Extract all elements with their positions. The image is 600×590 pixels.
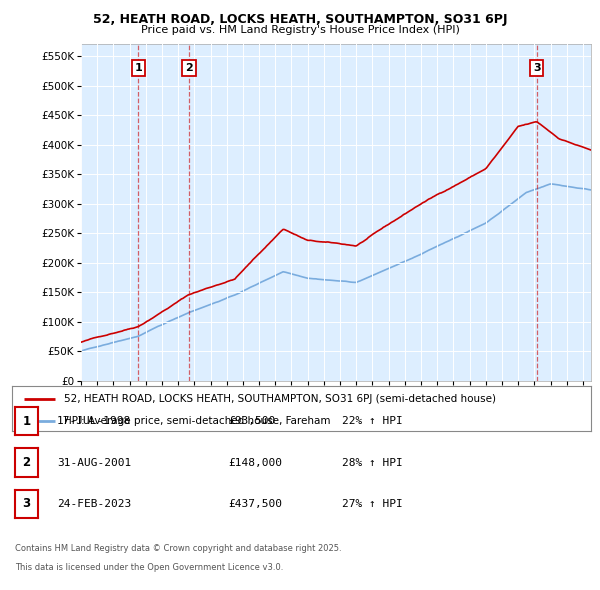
- Text: Contains HM Land Registry data © Crown copyright and database right 2025.: Contains HM Land Registry data © Crown c…: [15, 545, 341, 553]
- Text: 22% ↑ HPI: 22% ↑ HPI: [342, 417, 403, 426]
- Text: 2: 2: [185, 63, 193, 73]
- Text: 3: 3: [533, 63, 541, 73]
- Text: £437,500: £437,500: [228, 499, 282, 509]
- Text: 28% ↑ HPI: 28% ↑ HPI: [342, 458, 403, 467]
- Text: £93,500: £93,500: [228, 417, 275, 426]
- Text: 3: 3: [22, 497, 31, 510]
- Text: 1: 1: [22, 415, 31, 428]
- Text: 24-FEB-2023: 24-FEB-2023: [57, 499, 131, 509]
- Text: 2: 2: [22, 456, 31, 469]
- Text: HPI: Average price, semi-detached house, Fareham: HPI: Average price, semi-detached house,…: [64, 416, 331, 426]
- Text: 1: 1: [134, 63, 142, 73]
- Text: 52, HEATH ROAD, LOCKS HEATH, SOUTHAMPTON, SO31 6PJ: 52, HEATH ROAD, LOCKS HEATH, SOUTHAMPTON…: [93, 13, 507, 26]
- Text: 17-JUL-1998: 17-JUL-1998: [57, 417, 131, 426]
- Text: Price paid vs. HM Land Registry's House Price Index (HPI): Price paid vs. HM Land Registry's House …: [140, 25, 460, 35]
- Text: 52, HEATH ROAD, LOCKS HEATH, SOUTHAMPTON, SO31 6PJ (semi-detached house): 52, HEATH ROAD, LOCKS HEATH, SOUTHAMPTON…: [64, 394, 496, 404]
- Text: This data is licensed under the Open Government Licence v3.0.: This data is licensed under the Open Gov…: [15, 563, 283, 572]
- Text: £148,000: £148,000: [228, 458, 282, 467]
- Text: 31-AUG-2001: 31-AUG-2001: [57, 458, 131, 467]
- Text: 27% ↑ HPI: 27% ↑ HPI: [342, 499, 403, 509]
